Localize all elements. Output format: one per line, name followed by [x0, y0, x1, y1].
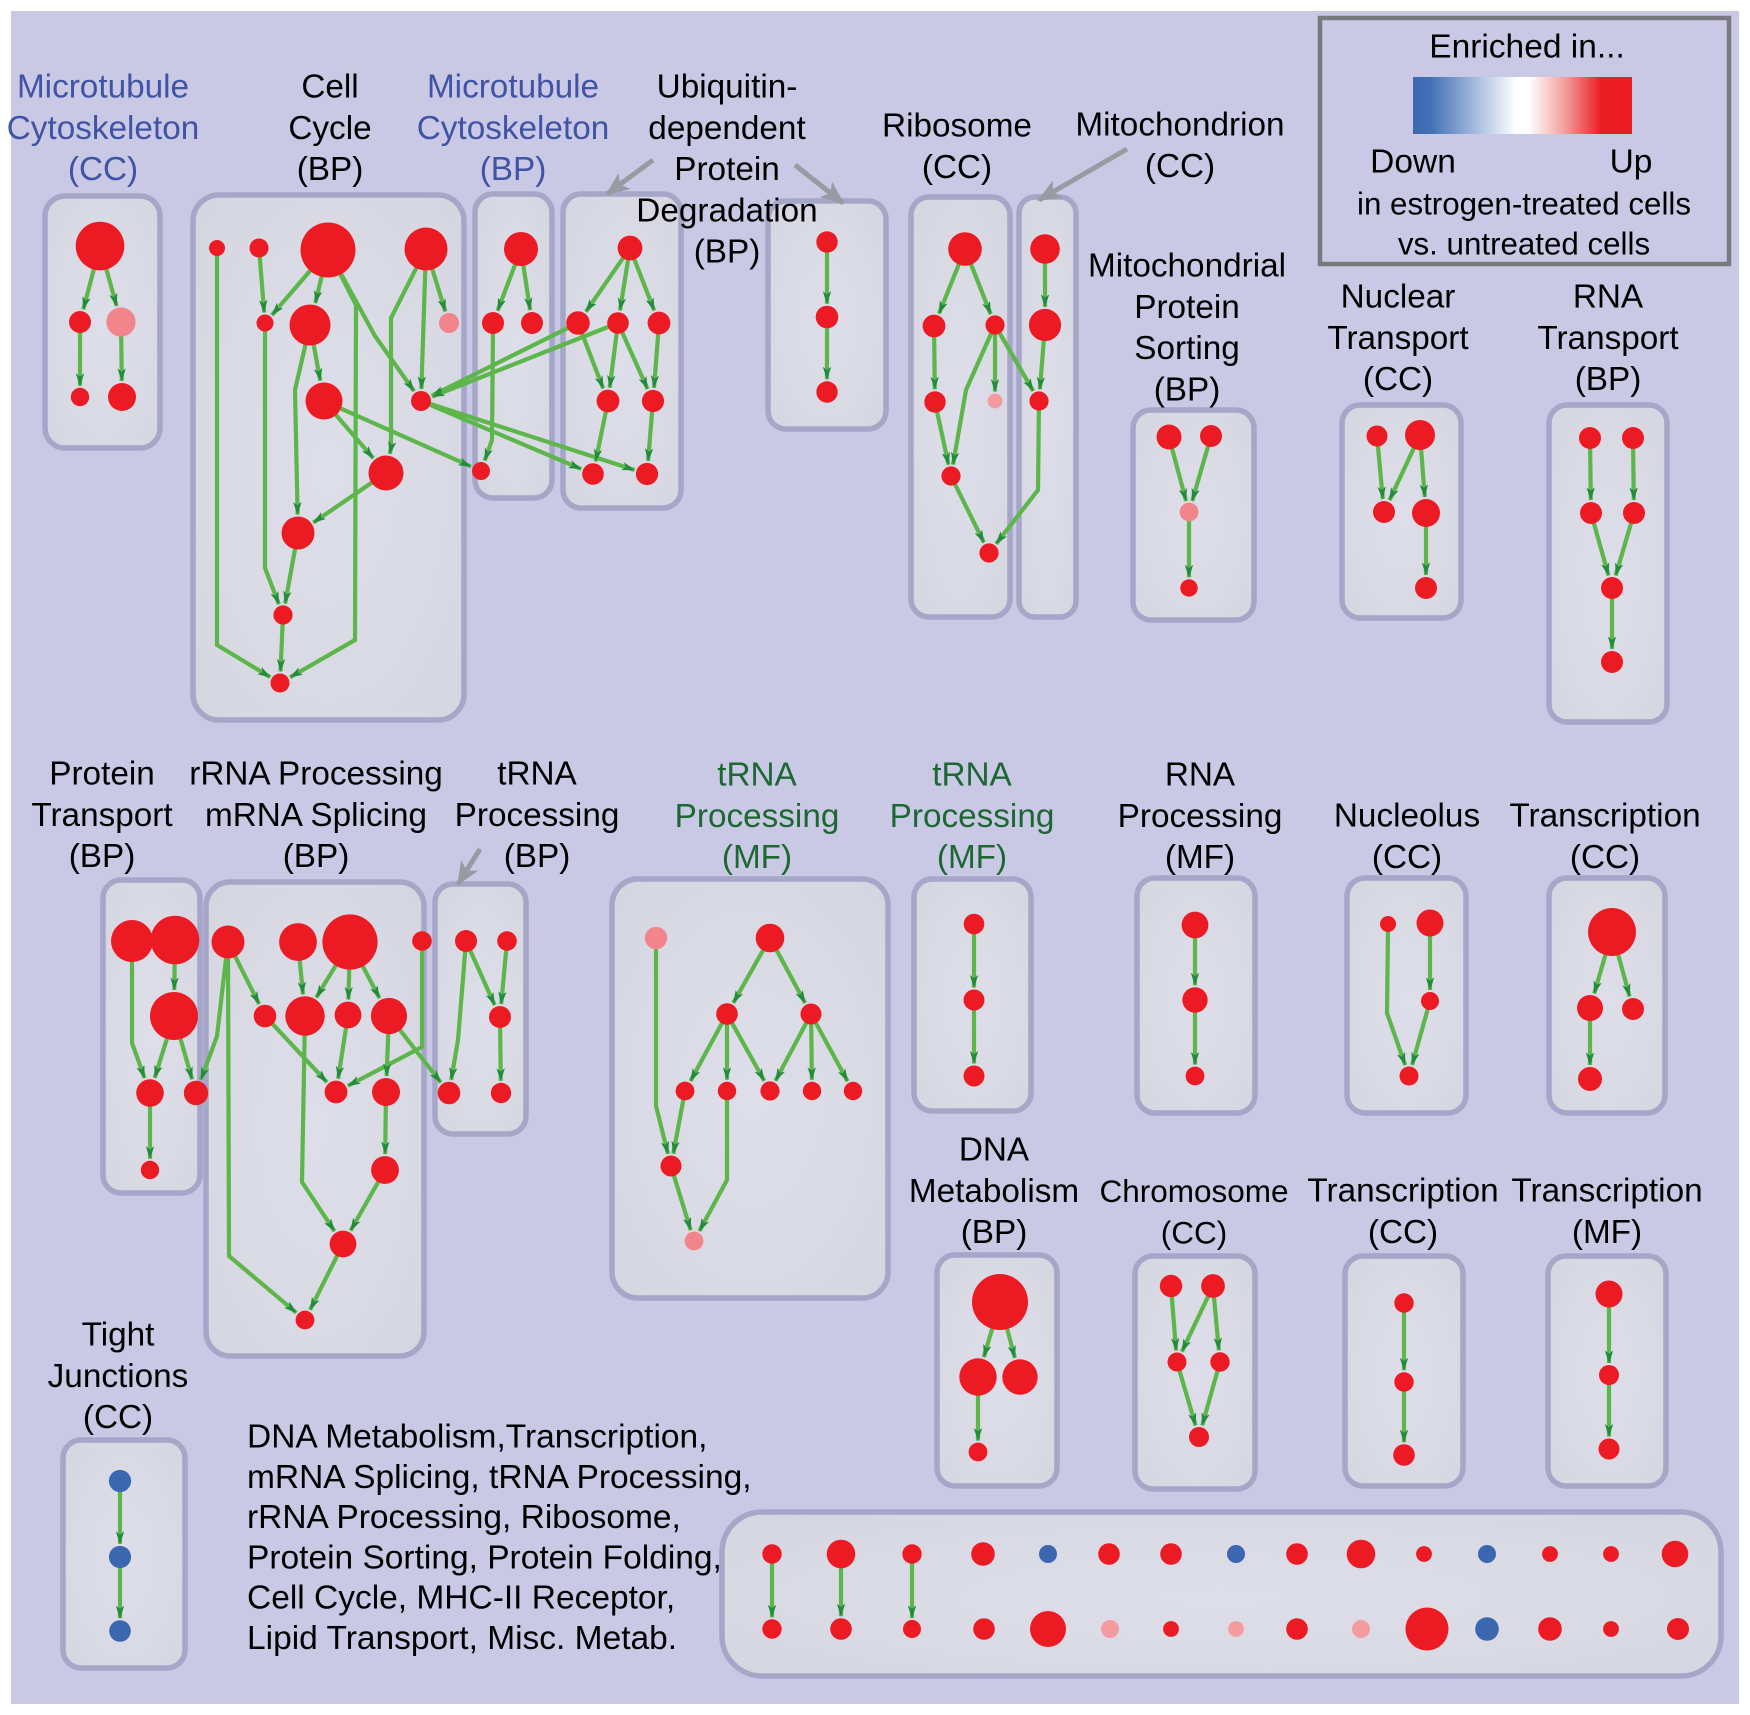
svg-text:Processing: Processing: [1118, 798, 1283, 835]
svg-text:Ubiquitin-: Ubiquitin-: [657, 69, 798, 106]
svg-text:(BP): (BP): [297, 151, 364, 188]
svg-text:Transcription: Transcription: [1511, 1173, 1702, 1210]
svg-text:RNA: RNA: [1165, 757, 1236, 794]
svg-text:(BP): (BP): [694, 234, 761, 271]
svg-text:Sorting: Sorting: [1134, 330, 1240, 367]
svg-text:Transport: Transport: [31, 797, 172, 834]
svg-text:(CC): (CC): [1570, 839, 1640, 876]
svg-text:tRNA: tRNA: [497, 756, 577, 793]
svg-text:Cytoskeleton: Cytoskeleton: [417, 110, 609, 147]
svg-text:Chromosome: Chromosome: [1099, 1173, 1288, 1209]
svg-text:Protein: Protein: [49, 756, 155, 793]
svg-text:rRNA Processing, Ribosome,: rRNA Processing, Ribosome,: [247, 1499, 681, 1536]
svg-text:Nuclear: Nuclear: [1341, 279, 1456, 316]
svg-text:Transcription: Transcription: [1307, 1173, 1498, 1210]
svg-text:(MF): (MF): [937, 839, 1007, 876]
svg-text:Cell: Cell: [301, 69, 358, 106]
svg-text:tRNA: tRNA: [717, 757, 797, 794]
svg-text:Protein Sorting, Protein Foldi: Protein Sorting, Protein Folding,: [247, 1539, 722, 1576]
svg-text:(BP): (BP): [1575, 361, 1642, 398]
svg-text:vs. untreated cells: vs. untreated cells: [1398, 227, 1650, 262]
svg-text:Down: Down: [1370, 144, 1456, 181]
svg-text:mRNA Splicing, tRNA Processing: mRNA Splicing, tRNA Processing,: [247, 1459, 752, 1496]
svg-text:Microtubule: Microtubule: [17, 69, 189, 106]
svg-text:(CC): (CC): [83, 1399, 153, 1436]
svg-text:(BP): (BP): [480, 151, 547, 188]
svg-text:Mitochondrial: Mitochondrial: [1088, 248, 1286, 285]
svg-text:Junctions: Junctions: [48, 1358, 189, 1395]
svg-text:Protein: Protein: [674, 151, 780, 188]
svg-text:Up: Up: [1610, 144, 1653, 181]
svg-text:(BP): (BP): [961, 1214, 1028, 1251]
svg-text:(BP): (BP): [1154, 371, 1221, 408]
svg-text:(CC): (CC): [1372, 839, 1442, 876]
svg-text:Processing: Processing: [455, 797, 620, 834]
svg-text:Metabolism: Metabolism: [909, 1173, 1079, 1210]
svg-text:Transport: Transport: [1537, 320, 1678, 357]
svg-text:Processing: Processing: [675, 798, 840, 835]
svg-text:Nucleolus: Nucleolus: [1334, 798, 1480, 835]
svg-text:Protein: Protein: [1134, 289, 1240, 326]
svg-text:DNA Metabolism,Transcription,: DNA Metabolism,Transcription,: [247, 1419, 707, 1456]
svg-text:(BP): (BP): [283, 838, 350, 875]
svg-text:tRNA: tRNA: [932, 757, 1012, 794]
svg-text:Ribosome: Ribosome: [882, 108, 1032, 145]
svg-text:(MF): (MF): [1165, 839, 1235, 876]
svg-text:Cytoskeleton: Cytoskeleton: [7, 110, 199, 147]
svg-text:in estrogen-treated cells: in estrogen-treated cells: [1357, 187, 1691, 222]
svg-text:(CC): (CC): [1368, 1214, 1438, 1251]
svg-text:Transcription: Transcription: [1509, 798, 1700, 835]
svg-text:(BP): (BP): [504, 838, 571, 875]
svg-text:(CC): (CC): [1145, 148, 1215, 185]
svg-text:dependent: dependent: [648, 110, 805, 147]
svg-text:Processing: Processing: [890, 798, 1055, 835]
svg-text:RNA: RNA: [1573, 279, 1644, 316]
svg-text:DNA: DNA: [959, 1132, 1030, 1169]
svg-text:Enriched in...: Enriched in...: [1429, 29, 1625, 66]
svg-text:Transport: Transport: [1327, 320, 1468, 357]
svg-text:Degradation: Degradation: [636, 192, 817, 229]
svg-text:(MF): (MF): [1572, 1214, 1642, 1251]
svg-text:(CC): (CC): [1161, 1214, 1227, 1250]
svg-text:Tight: Tight: [82, 1317, 155, 1354]
svg-text:Lipid Transport, Misc. Metab.: Lipid Transport, Misc. Metab.: [247, 1620, 677, 1657]
svg-text:Cycle: Cycle: [288, 110, 371, 147]
svg-text:(CC): (CC): [1363, 361, 1433, 398]
svg-text:(MF): (MF): [722, 839, 792, 876]
svg-text:rRNA Processing: rRNA Processing: [189, 756, 443, 793]
svg-text:(CC): (CC): [922, 149, 992, 186]
svg-text:Mitochondrion: Mitochondrion: [1075, 107, 1284, 144]
svg-text:(BP): (BP): [69, 838, 136, 875]
svg-text:(CC): (CC): [68, 151, 138, 188]
svg-text:Microtubule: Microtubule: [427, 69, 599, 106]
svg-text:Cell Cycle, MHC-II Receptor,: Cell Cycle, MHC-II Receptor,: [247, 1580, 675, 1617]
svg-text:mRNA Splicing: mRNA Splicing: [205, 797, 427, 834]
